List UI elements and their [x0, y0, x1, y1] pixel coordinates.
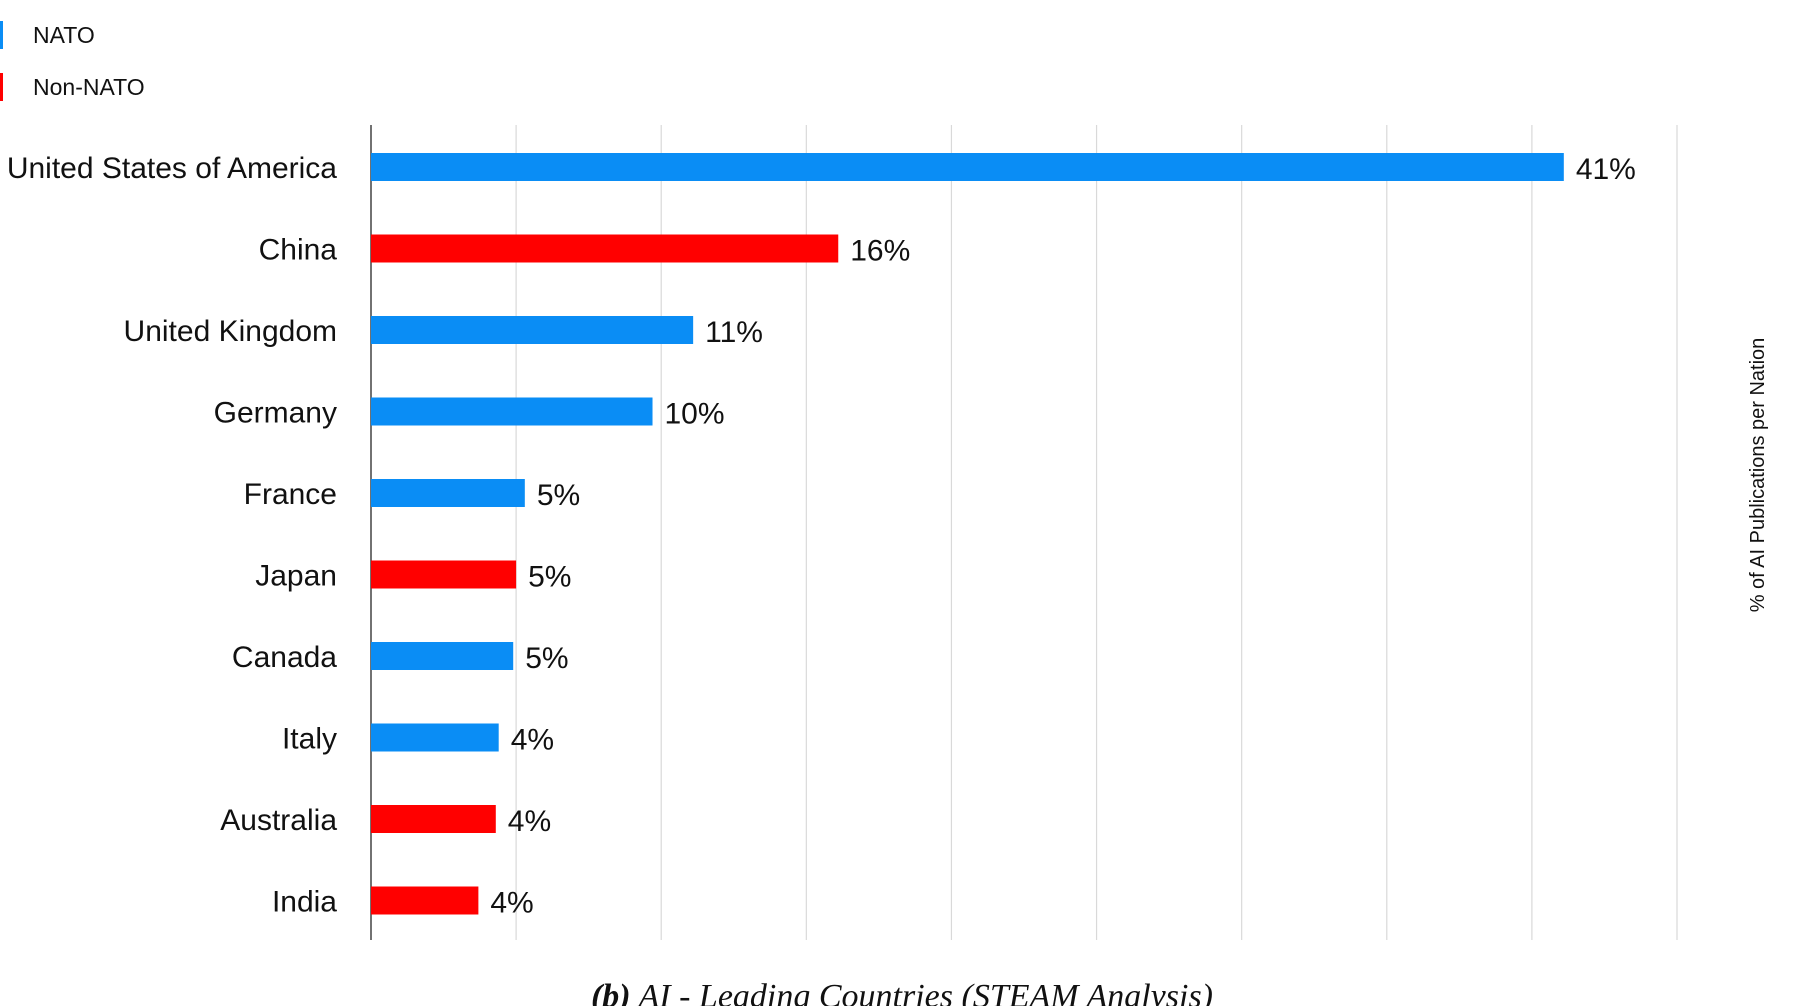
data-label: 41%	[1576, 153, 1636, 186]
bar-united-states-of-america	[371, 153, 1564, 181]
category-label: France	[244, 478, 337, 511]
caption-text: AI - Leading Countries (STEAM Analysis)	[630, 978, 1214, 1006]
category-label: India	[272, 886, 337, 919]
category-label: China	[259, 234, 338, 267]
data-label: 4%	[490, 887, 533, 920]
data-label: 11%	[705, 316, 763, 349]
bar-germany	[371, 397, 653, 426]
bar-australia	[371, 805, 496, 833]
category-label: Japan	[255, 560, 337, 593]
figure-caption: (b) AI - Leading Countries (STEAM Analys…	[0, 978, 1804, 1006]
bar-united-kingdom	[371, 316, 694, 344]
data-label: 4%	[508, 805, 551, 838]
caption-prefix: (b)	[590, 978, 631, 1006]
bar-india	[371, 886, 479, 915]
bar-china	[371, 234, 839, 263]
category-label: Italy	[282, 723, 337, 756]
legend: NATO Non-NATO	[0, 21, 145, 101]
bar-canada	[371, 642, 514, 670]
data-label: 10%	[665, 398, 725, 431]
legend-label: NATO	[33, 22, 95, 48]
legend-label: Non-NATO	[33, 74, 145, 100]
bar-japan	[371, 560, 517, 589]
data-label: 16%	[850, 235, 910, 268]
legend-swatch	[0, 21, 3, 49]
y-axis-title: % of AI Publications per Nation	[1747, 338, 1769, 613]
data-label: 5%	[525, 642, 568, 675]
category-label: Germany	[214, 397, 337, 430]
category-label: Australia	[220, 804, 337, 837]
category-label: United States of America	[7, 152, 337, 185]
bars: United States of America 41% China 16% Unite…	[7, 152, 1636, 920]
legend-swatch	[0, 73, 3, 101]
bar-france	[371, 479, 525, 507]
data-label: 4%	[511, 724, 554, 757]
data-label: 5%	[537, 479, 580, 512]
category-label: United Kingdom	[124, 315, 337, 348]
data-label: 5%	[528, 561, 571, 594]
category-label: Canada	[232, 641, 337, 674]
bar-italy	[371, 723, 499, 752]
